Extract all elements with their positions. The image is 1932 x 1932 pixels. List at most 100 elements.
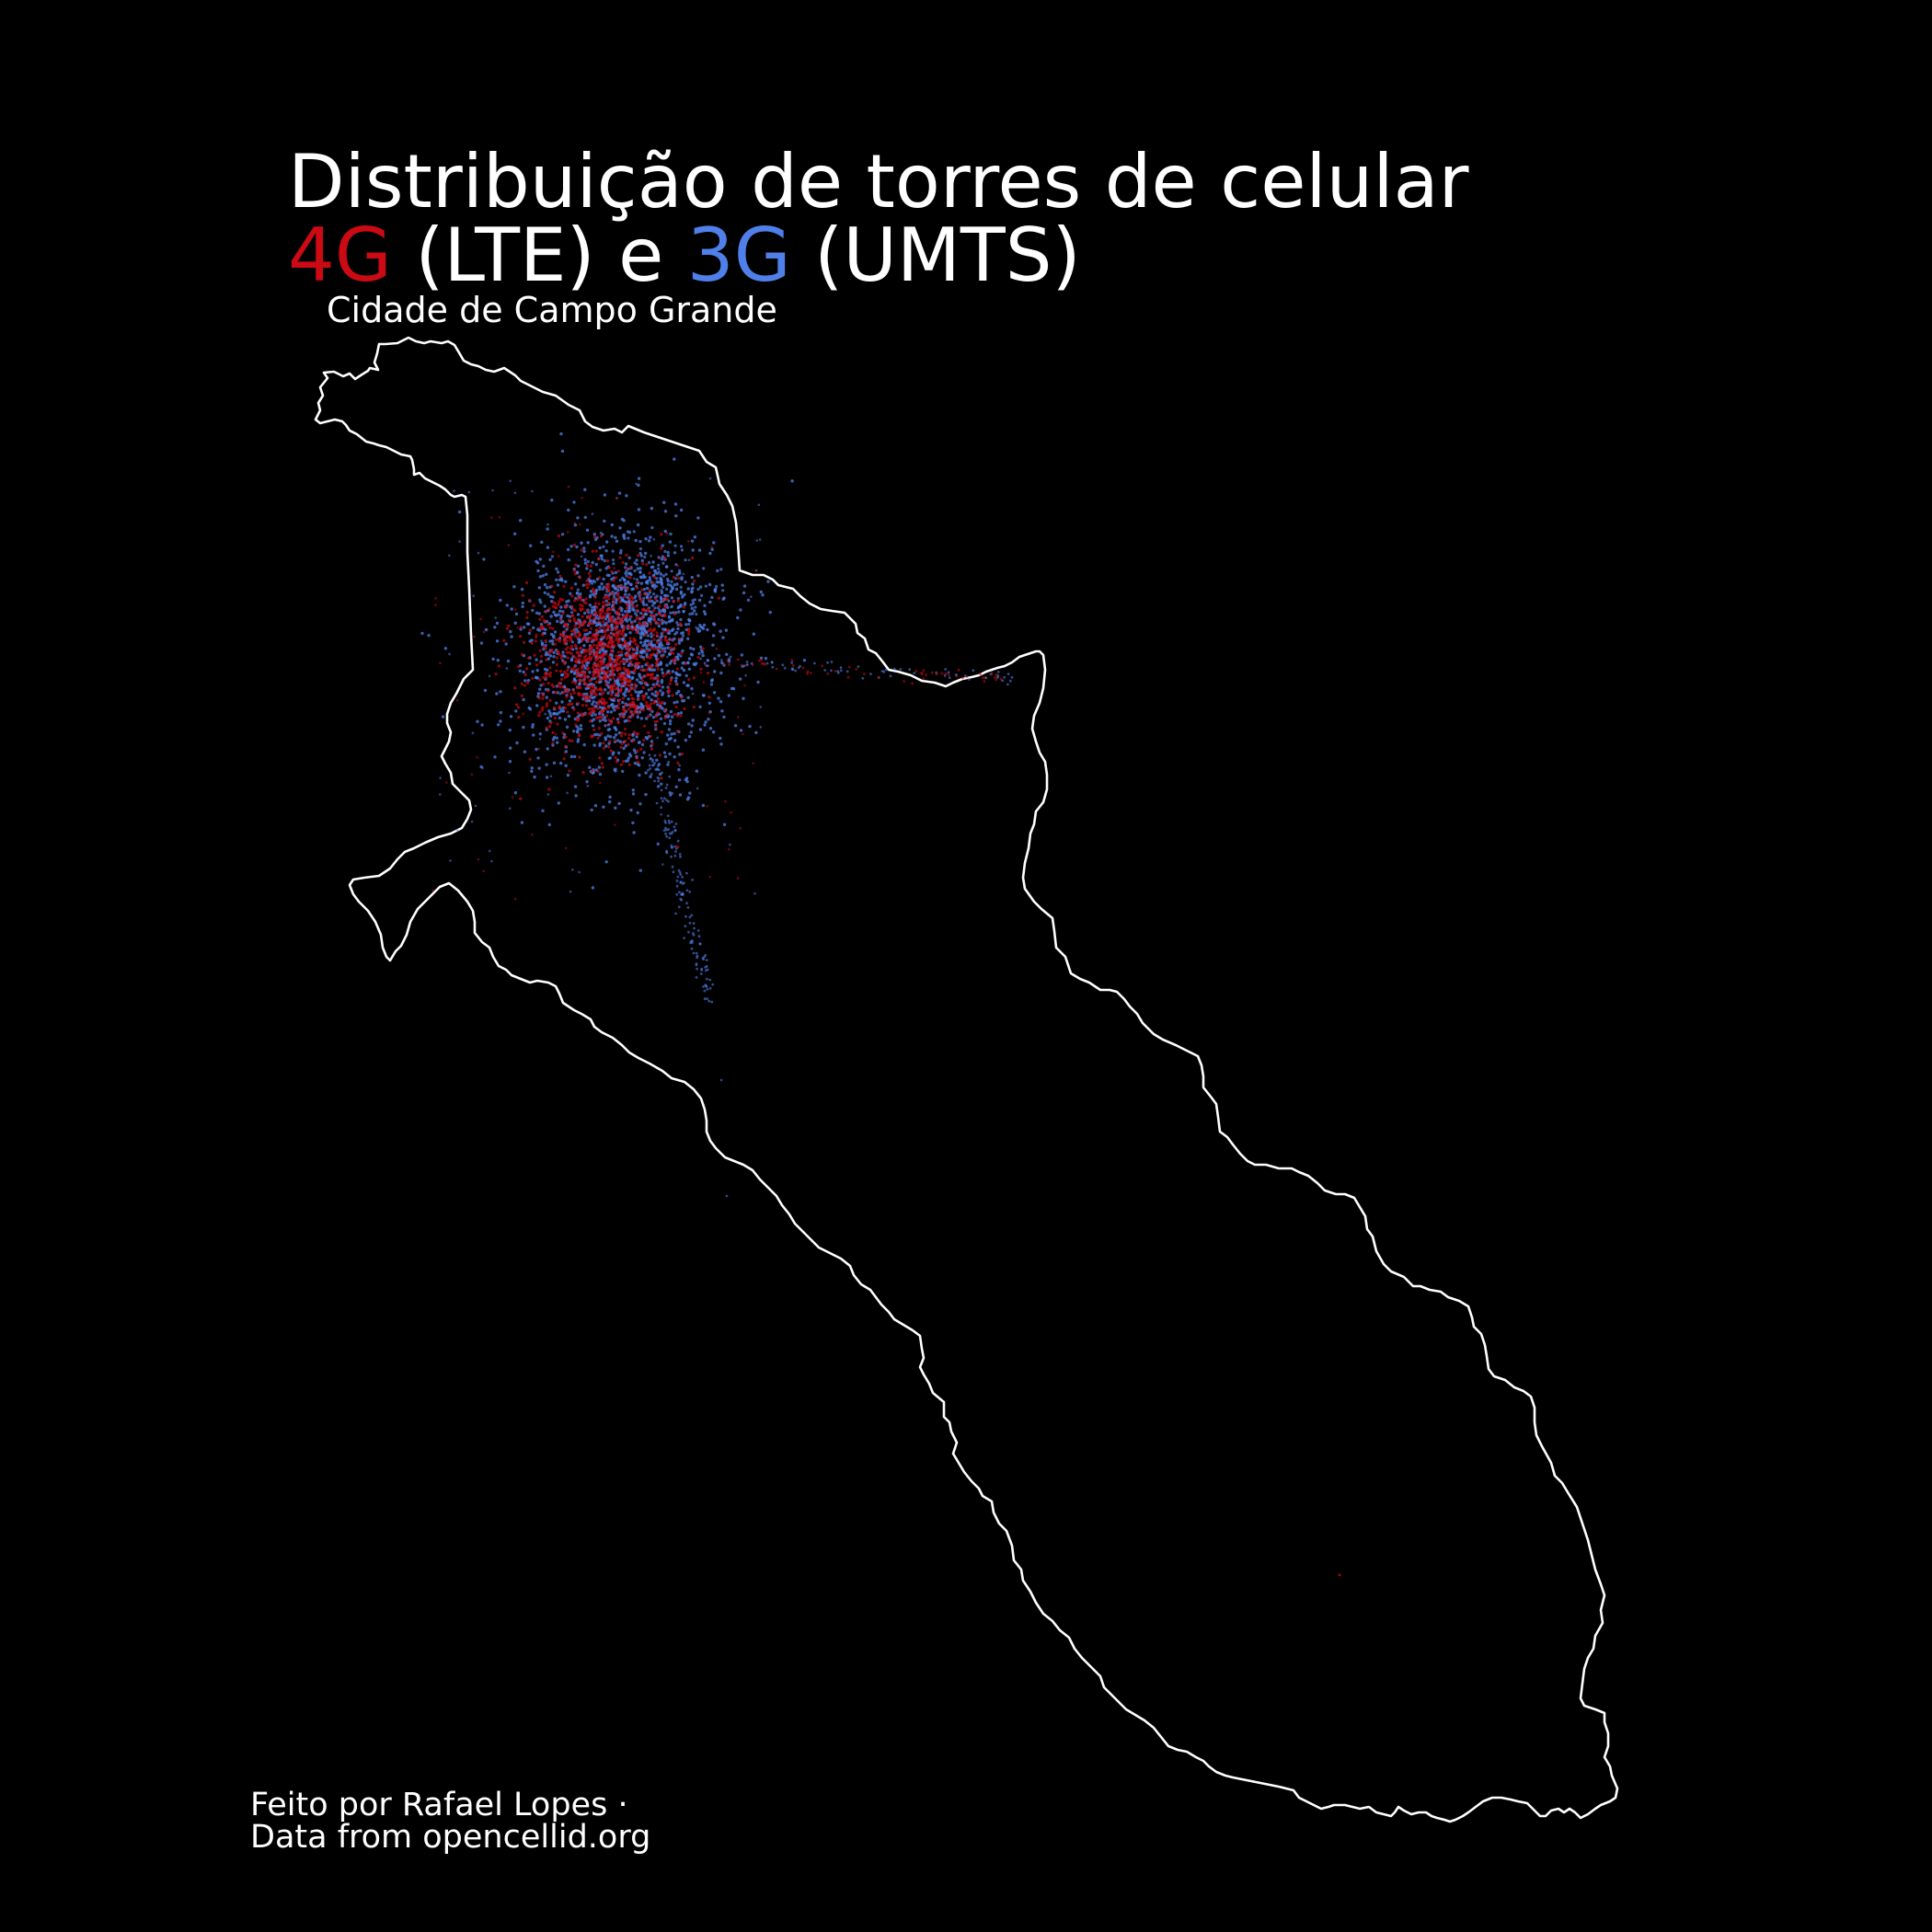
umts-tower-point bbox=[641, 626, 646, 629]
umts-tower-point bbox=[693, 662, 696, 667]
lte-tower-point bbox=[609, 721, 613, 726]
lte-tower-point bbox=[616, 668, 620, 672]
lte-tower-point bbox=[626, 680, 629, 684]
umts-tower-point bbox=[523, 750, 527, 753]
umts-tower-point bbox=[602, 545, 605, 548]
lte-tower-point bbox=[649, 734, 652, 738]
lte-tower-point bbox=[624, 727, 627, 730]
umts-tower-point bbox=[627, 592, 631, 596]
lte-tower-point bbox=[564, 648, 568, 651]
tower-point-corridor bbox=[1006, 673, 1010, 675]
umts-tower-point bbox=[608, 756, 613, 760]
umts-tower-point bbox=[673, 701, 676, 705]
lte-tower-point bbox=[649, 708, 652, 712]
lte-tower-point bbox=[537, 696, 541, 700]
tower-point-outlier bbox=[482, 869, 485, 873]
lte-tower-point bbox=[616, 650, 621, 654]
umts-tower-point bbox=[650, 698, 653, 702]
umts-tower-point bbox=[665, 799, 668, 802]
umts-tower-point bbox=[493, 626, 497, 629]
lte-tower-point bbox=[604, 603, 607, 607]
umts-tower-point bbox=[675, 582, 679, 586]
tower-point-outlier bbox=[557, 555, 560, 558]
umts-tower-point bbox=[491, 657, 495, 661]
lte-tower-point bbox=[592, 653, 596, 658]
lte-tower-point bbox=[497, 664, 501, 668]
lte-tower-point bbox=[627, 733, 632, 737]
umts-tower-point bbox=[739, 729, 743, 732]
umts-tower-point bbox=[569, 754, 574, 759]
umts-tower-point bbox=[730, 686, 734, 690]
tower-point-corridor bbox=[899, 668, 903, 671]
umts-tower-point bbox=[659, 595, 662, 599]
lte-tower-point bbox=[535, 663, 539, 667]
lte-tower-point bbox=[588, 646, 592, 650]
lte-tower-point bbox=[612, 605, 615, 609]
lte-tower-point bbox=[634, 686, 638, 690]
umts-tower-point bbox=[687, 722, 691, 726]
tower-point-outlier bbox=[538, 737, 542, 741]
lte-tower-point bbox=[595, 644, 599, 648]
umts-tower-point bbox=[576, 613, 581, 616]
lte-tower-point bbox=[631, 686, 635, 690]
umts-tower-point bbox=[644, 537, 648, 541]
lte-tower-point bbox=[582, 659, 586, 662]
lte-tower-point bbox=[554, 691, 558, 695]
umts-tower-point bbox=[677, 868, 681, 872]
umts-tower-point bbox=[684, 581, 687, 584]
umts-tower-point bbox=[692, 647, 696, 651]
lte-tower-point bbox=[627, 702, 632, 706]
tower-point-outlier bbox=[508, 771, 511, 775]
umts-tower-point bbox=[670, 732, 673, 736]
lte-tower-point bbox=[564, 744, 568, 749]
umts-tower-point bbox=[659, 662, 662, 666]
tower-point-outlier bbox=[743, 684, 746, 687]
umts-tower-point bbox=[617, 730, 622, 735]
lte-tower-point bbox=[597, 620, 601, 624]
lte-tower-point bbox=[615, 636, 618, 639]
umts-tower-point bbox=[603, 493, 607, 497]
umts-tower-point bbox=[663, 650, 667, 653]
umts-tower-point bbox=[606, 691, 610, 695]
lte-tower-point bbox=[542, 683, 546, 686]
lte-tower-point bbox=[573, 619, 577, 623]
umts-tower-point bbox=[583, 633, 587, 637]
umts-tower-point bbox=[577, 640, 581, 644]
lte-tower-point bbox=[611, 661, 615, 664]
umts-tower-point bbox=[637, 695, 640, 698]
umts-tower-point bbox=[638, 570, 642, 574]
tower-point-outlier bbox=[757, 503, 761, 507]
tower-point-outlier bbox=[706, 804, 709, 808]
lte-tower-point bbox=[649, 627, 652, 631]
umts-tower-point bbox=[649, 757, 652, 761]
umts-tower-point bbox=[611, 549, 615, 553]
umts-tower-point bbox=[555, 701, 558, 705]
umts-tower-point bbox=[670, 832, 673, 835]
umts-tower-point bbox=[742, 584, 747, 588]
lte-tower-point bbox=[574, 656, 578, 660]
tower-point-corridor bbox=[757, 659, 761, 662]
umts-tower-point bbox=[527, 622, 531, 626]
lte-tower-point bbox=[568, 636, 571, 639]
lte-tower-point bbox=[592, 670, 596, 673]
lte-tower-point bbox=[616, 597, 620, 601]
tower-point-corridor bbox=[823, 669, 827, 672]
lte-tower-point bbox=[589, 710, 592, 714]
map-subtitle: Cidade de Campo Grande bbox=[327, 290, 777, 330]
lte-tower-point bbox=[600, 662, 604, 666]
tower-point-corridor bbox=[726, 659, 730, 662]
umts-tower-point bbox=[555, 567, 558, 571]
tower-point-outlier bbox=[513, 897, 517, 901]
umts-tower-point bbox=[671, 845, 673, 849]
lte-tower-point bbox=[633, 626, 637, 629]
tower-point-outlier bbox=[453, 489, 455, 492]
lte-tower-point bbox=[629, 693, 633, 697]
umts-tower-point bbox=[575, 545, 579, 549]
umts-tower-point bbox=[682, 681, 686, 684]
tower-point-outlier bbox=[644, 645, 648, 648]
umts-tower-point bbox=[510, 607, 513, 611]
tower-point-outlier bbox=[494, 616, 497, 619]
lte-tower-point bbox=[648, 571, 651, 575]
tower-point-corridor bbox=[855, 668, 857, 671]
lte-tower-point bbox=[617, 666, 622, 670]
